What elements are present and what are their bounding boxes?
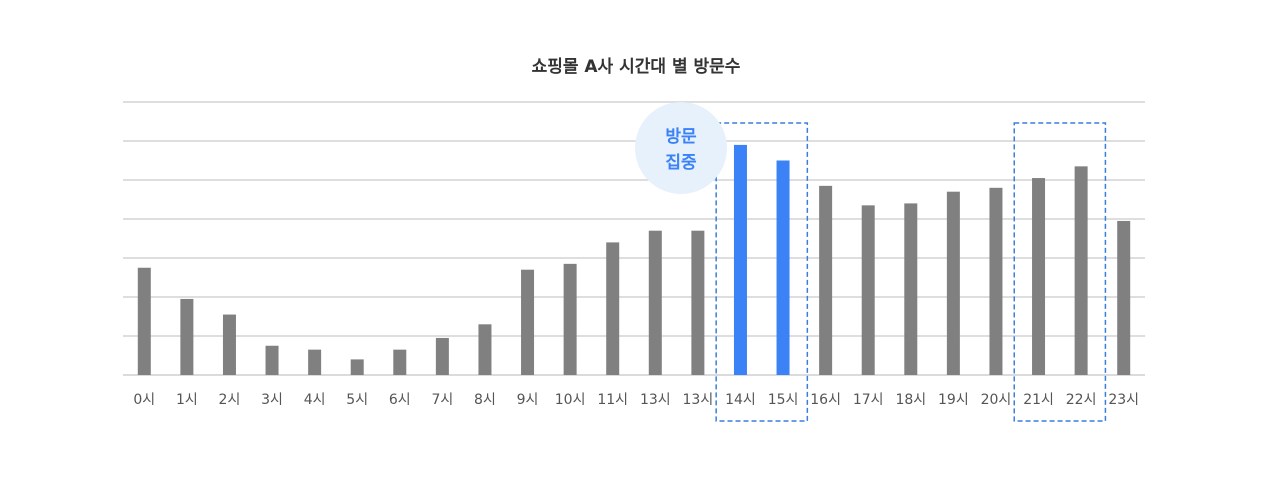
bar-14 xyxy=(733,144,747,375)
bar-13 xyxy=(691,230,705,375)
bar-1 xyxy=(180,298,194,375)
bar-6 xyxy=(393,349,407,375)
bar-17 xyxy=(861,205,875,375)
x-tick-label: 20시 xyxy=(981,392,1012,408)
bar-0 xyxy=(137,267,151,375)
x-tick-label: 23시 xyxy=(1108,392,1139,408)
bar-20 xyxy=(989,187,1003,375)
callout-line2: 집중 xyxy=(665,153,697,173)
bars xyxy=(137,144,1131,375)
x-tick-label: 17시 xyxy=(853,392,884,408)
x-tick-label: 15시 xyxy=(768,392,799,408)
x-tick-label: 6시 xyxy=(389,392,411,408)
x-tick-label: 11시 xyxy=(597,392,628,408)
highlight-box-2 xyxy=(1013,122,1107,422)
x-tick-label: 14시 xyxy=(725,392,756,408)
bar-22 xyxy=(1074,166,1088,375)
x-tick-label: 8시 xyxy=(474,392,496,408)
highlight-box-1 xyxy=(715,122,809,422)
bar-5 xyxy=(350,359,364,375)
x-tick-label: 13시 xyxy=(640,392,671,408)
x-tick-label: 18시 xyxy=(895,392,926,408)
x-tick-label: 0시 xyxy=(133,392,155,408)
x-tick-label: 13시 xyxy=(683,392,714,408)
x-tick-label: 4시 xyxy=(304,392,326,408)
bar-10 xyxy=(563,263,577,375)
chart-title: 쇼핑몰 A사 시간대 별 방문수 xyxy=(532,57,741,77)
x-tick-label: 2시 xyxy=(219,392,241,408)
bar-18 xyxy=(904,203,918,375)
x-tick-label: 7시 xyxy=(431,392,453,408)
x-tick-label: 3시 xyxy=(261,392,283,408)
highlight-boxes xyxy=(715,122,1107,422)
bar-11 xyxy=(606,242,620,375)
x-tick-label: 5시 xyxy=(346,392,368,408)
bar-8 xyxy=(478,324,492,375)
x-tick-label: 9시 xyxy=(517,392,539,408)
bar-23 xyxy=(1117,220,1131,375)
bar-2 xyxy=(222,314,236,375)
x-tick-label: 21시 xyxy=(1023,392,1054,408)
bar-4 xyxy=(308,349,322,375)
bar-16 xyxy=(819,185,833,375)
bar-21 xyxy=(1032,178,1046,375)
bar-19 xyxy=(946,191,960,375)
x-tick-label: 16시 xyxy=(810,392,841,408)
bar-3 xyxy=(265,345,279,375)
x-tick-label: 22시 xyxy=(1066,392,1097,408)
x-tick-labels: 0시 1시 2시 3시 4시 5시 6시 7시 8시 9시 10시 11시 13시 13시 14시 15시 16… xyxy=(133,392,1139,408)
gridlines xyxy=(123,101,1145,376)
x-tick-label: 10시 xyxy=(555,392,586,408)
x-tick-label: 19시 xyxy=(938,392,969,408)
visit-focus-callout: 방문 집중 xyxy=(635,102,727,194)
bar-9 xyxy=(521,269,535,375)
x-tick-label: 1시 xyxy=(176,392,198,408)
bar-12 xyxy=(648,230,662,375)
bar-15 xyxy=(776,160,790,375)
bar-7 xyxy=(435,337,449,375)
callout-bubble xyxy=(635,102,727,194)
callout-line1: 방문 xyxy=(665,127,697,147)
